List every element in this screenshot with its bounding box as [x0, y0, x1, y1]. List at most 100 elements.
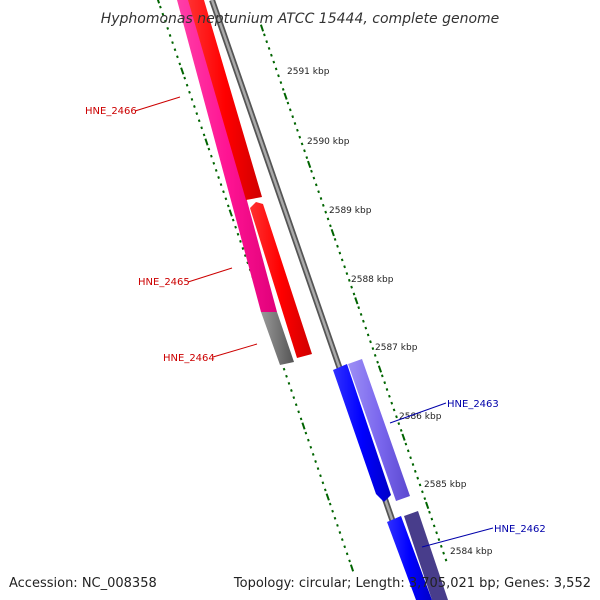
- ruler-minor-tick: [369, 340, 372, 344]
- cds-hne-2466[interactable]: [188, 0, 262, 200]
- ruler-minor-tick: [421, 490, 424, 494]
- ruler-major-tick: [204, 138, 209, 146]
- ruler-minor-tick: [159, 5, 162, 9]
- cds-hne-2462[interactable]: [387, 516, 432, 600]
- ruler-minor-tick: [212, 161, 216, 165]
- ruler-minor-tick: [314, 460, 317, 463]
- ruler-minor-tick: [388, 394, 391, 398]
- ruler-minor-tick: [366, 333, 370, 337]
- ruler-minor-tick: [390, 401, 394, 405]
- ruler-minor-tick: [331, 509, 334, 513]
- ruler-minor-tick: [409, 456, 412, 460]
- gene-label-hne-2462[interactable]: HNE_2462: [494, 524, 546, 535]
- ruler-minor-tick: [161, 12, 165, 16]
- ruler-minor-tick: [288, 108, 292, 112]
- ruler-minor-tick: [303, 149, 306, 153]
- gene-leader-line: [421, 527, 494, 548]
- ruler-minor-tick: [329, 224, 332, 228]
- ruler-minor-tick: [352, 292, 356, 296]
- ruler-minor-tick: [357, 306, 361, 310]
- ruler-minor-tick: [413, 469, 417, 473]
- ruler-minor-tick: [345, 272, 349, 276]
- ruler-major-tick: [156, 0, 161, 4]
- ruler-inner-dots: [259, 24, 448, 562]
- ruler-minor-tick: [298, 135, 302, 139]
- ruler-minor-tick: [183, 76, 187, 80]
- ruler-minor-tick: [345, 552, 349, 556]
- ruler-major-tick: [283, 92, 288, 100]
- ruler-minor-tick: [326, 217, 330, 221]
- ruler-minor-tick: [231, 218, 235, 222]
- ruler-minor-tick: [197, 119, 201, 123]
- ruler-minor-tick: [188, 90, 191, 94]
- gene-leader-line: [134, 96, 181, 112]
- ruler-minor-tick: [343, 545, 347, 549]
- ruler-minor-tick: [176, 55, 179, 59]
- ruler-minor-tick: [239, 239, 242, 243]
- ruler-minor-tick: [226, 204, 230, 208]
- ruler-minor-tick: [285, 374, 288, 378]
- ruler-minor-tick: [385, 388, 389, 391]
- gene-label-hne-2465[interactable]: HNE_2465: [138, 277, 190, 288]
- ruler-minor-tick: [323, 488, 327, 492]
- ruler-minor-tick: [310, 169, 313, 173]
- ruler-minor-tick: [241, 247, 245, 250]
- gene-leader-line: [212, 343, 258, 358]
- accession-text: Accession: NC_008358: [9, 576, 157, 591]
- ruler-minor-tick: [340, 258, 344, 262]
- ruler-minor-tick: [411, 463, 415, 466]
- ruler-minor-tick: [304, 431, 308, 435]
- ruler-minor-tick: [299, 417, 303, 421]
- gene-leader-line: [187, 267, 233, 283]
- gene-label-hne-2463[interactable]: HNE_2463: [447, 399, 499, 410]
- ruler-minor-tick: [328, 502, 332, 506]
- gene-feature-hne-2463[interactable]: [348, 359, 410, 501]
- gene-feature-hne-2462[interactable]: [404, 511, 448, 600]
- ruler-minor-tick: [234, 225, 237, 229]
- cds-hne-2463[interactable]: [333, 364, 391, 502]
- ruler-minor-tick: [321, 203, 325, 207]
- ruler-minor-tick: [163, 19, 167, 23]
- ruler-minor-tick: [292, 396, 296, 400]
- ruler-minor-tick: [416, 476, 420, 480]
- gene-label-hne-2464[interactable]: HNE_2464: [163, 353, 215, 364]
- ruler-major-tick: [354, 297, 359, 305]
- ruler-minor-tick: [435, 531, 438, 535]
- ruler-minor-tick: [395, 415, 398, 419]
- ruler-major-tick: [401, 433, 406, 441]
- cds-hne-2465[interactable]: [250, 202, 312, 358]
- ruler-minor-tick: [166, 26, 170, 30]
- ruler-minor-tick: [362, 319, 365, 323]
- ruler-minor-tick: [312, 176, 316, 180]
- ruler-minor-tick: [178, 62, 182, 66]
- ruler-major-tick: [377, 365, 383, 373]
- ruler-major-tick: [425, 501, 430, 510]
- ruler-major-tick: [349, 564, 355, 572]
- ruler-minor-tick: [305, 156, 309, 160]
- genome-summary-text: Topology: circular; Length: 3,705,021 bp…: [233, 576, 591, 591]
- ruler-minor-tick: [270, 53, 273, 57]
- gene-feature-hne-2466-2465[interactable]: [177, 0, 277, 312]
- ruler-minor-tick: [267, 46, 271, 50]
- ruler-minor-tick: [286, 101, 290, 105]
- ruler-minor-tick: [168, 34, 172, 37]
- ruler-minor-tick: [277, 74, 280, 78]
- ruler-minor-tick: [291, 115, 295, 119]
- ruler-minor-tick: [336, 523, 339, 527]
- gene-feature-hne-2464[interactable]: [261, 312, 294, 365]
- ruler-minor-tick: [333, 237, 337, 241]
- tick-label: 2591 kbp: [287, 67, 330, 77]
- ruler-major-tick: [330, 228, 335, 237]
- ruler-minor-tick: [406, 449, 410, 453]
- tick-label: 2584 kbp: [450, 547, 493, 557]
- gene-label-hne-2466[interactable]: HNE_2466: [85, 106, 137, 117]
- ruler-major-tick: [228, 209, 233, 217]
- tick-label: 2590 kbp: [307, 137, 350, 147]
- ruler-minor-tick: [214, 168, 218, 172]
- ruler-minor-tick: [217, 176, 220, 179]
- ruler-minor-tick: [293, 122, 297, 125]
- ruler-minor-tick: [224, 197, 228, 201]
- map-title: Hyphomonas neptunium ATCC 15444, complet…: [101, 11, 500, 27]
